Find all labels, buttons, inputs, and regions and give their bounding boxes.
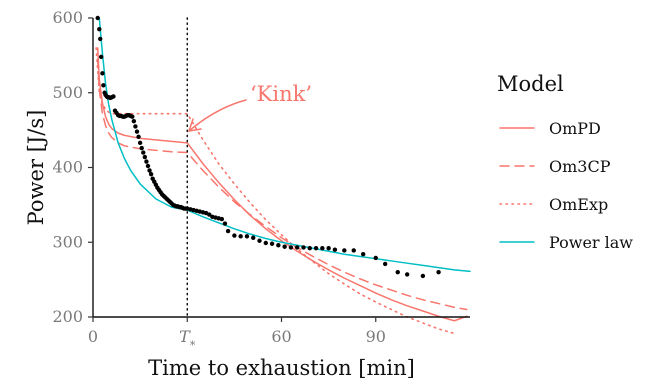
observation-point <box>130 114 135 119</box>
series-layer <box>95 17 471 335</box>
observation-point <box>244 234 250 239</box>
observation-point <box>134 129 140 134</box>
observation-point <box>307 246 312 251</box>
observation-point <box>111 94 116 99</box>
x-tick-label: 90 <box>366 327 386 346</box>
observation-point <box>142 154 148 160</box>
observation-point <box>98 54 104 60</box>
observation-point <box>404 272 410 277</box>
kink-label: ‘Kink’ <box>250 82 312 106</box>
y-tick-label: 200 <box>52 307 83 326</box>
x-ticks: 0 T* 60 90 <box>88 317 386 352</box>
x-tick-label: 0 <box>88 327 98 346</box>
observation-point <box>207 212 212 217</box>
observation-point <box>320 246 325 251</box>
observation-point <box>276 243 281 248</box>
series-line-power-law <box>98 17 471 273</box>
legend-item-power-law: Power law <box>499 233 633 252</box>
observation-point <box>420 273 426 279</box>
observation-point <box>95 15 100 21</box>
y-tick-label: 300 <box>52 232 83 251</box>
observation-point <box>251 235 256 240</box>
observation-point <box>382 261 388 267</box>
observation-point <box>269 241 275 246</box>
observation-point <box>313 246 319 251</box>
observation-point <box>100 71 105 76</box>
legend-title: Model <box>497 72 564 96</box>
observation-point <box>97 27 102 32</box>
observation-point <box>301 245 306 250</box>
legend-label-om3cp: Om3CP <box>549 157 611 176</box>
series-line-ompd <box>96 47 468 322</box>
legend: Model OmPD Om3CP OmExp Power law <box>497 72 633 252</box>
y-tick-label: 400 <box>52 158 83 177</box>
observation-point <box>144 159 149 164</box>
series-line-om3cp <box>96 58 468 311</box>
observation-point <box>136 134 141 140</box>
observation-point <box>351 248 356 253</box>
series-line-omexp <box>95 47 456 335</box>
observation-point <box>342 248 347 253</box>
points-layer <box>95 15 441 279</box>
y-tick-label: 600 <box>52 8 83 27</box>
y-ticks: 200 300 400 500 600 <box>52 8 93 326</box>
kink-arrowhead <box>188 118 202 132</box>
y-tick-label: 500 <box>52 83 83 102</box>
observation-point <box>101 83 106 88</box>
observation-point <box>257 238 262 243</box>
observation-point <box>145 163 151 169</box>
observation-point <box>147 168 152 173</box>
observation-point <box>263 240 268 246</box>
legend-items: OmPD Om3CP OmExp Power law <box>499 119 633 252</box>
legend-label-omexp: OmExp <box>549 195 608 214</box>
observation-point <box>225 228 231 234</box>
legend-label-ompd: OmPD <box>549 119 601 138</box>
legend-label-power-law: Power law <box>549 233 633 252</box>
observation-point <box>295 245 300 250</box>
observation-point <box>282 244 287 249</box>
observation-point <box>326 246 331 251</box>
observation-point <box>131 118 137 124</box>
observation-point <box>395 269 400 275</box>
legend-item-omexp: OmExp <box>499 195 608 214</box>
observation-point <box>360 252 366 257</box>
observation-point <box>137 140 143 146</box>
kink-arrow <box>188 99 247 132</box>
plot-area: 0 T* 60 90 200 300 400 500 600 <box>52 8 471 352</box>
observation-point <box>148 172 154 177</box>
observation-point <box>98 36 103 42</box>
observation-point <box>288 245 294 250</box>
observation-point <box>139 145 144 151</box>
observation-point <box>133 124 138 129</box>
x-tick-label: T* <box>179 327 196 352</box>
observation-point <box>219 216 225 222</box>
kink-annotation: ‘Kink’ <box>188 82 312 132</box>
x-tick-label: 60 <box>271 327 291 346</box>
x-axis-title: Time to exhaustion [min] <box>148 356 415 380</box>
observation-point <box>332 247 338 252</box>
observation-point <box>141 150 146 155</box>
observation-point <box>238 234 243 239</box>
observation-point <box>232 233 237 238</box>
legend-item-om3cp: Om3CP <box>499 157 611 176</box>
observation-point <box>436 269 441 275</box>
y-axis-title: Power [J/s] <box>24 110 48 226</box>
observation-point <box>222 221 228 226</box>
observation-point <box>373 255 378 261</box>
legend-item-ompd: OmPD <box>499 119 601 138</box>
